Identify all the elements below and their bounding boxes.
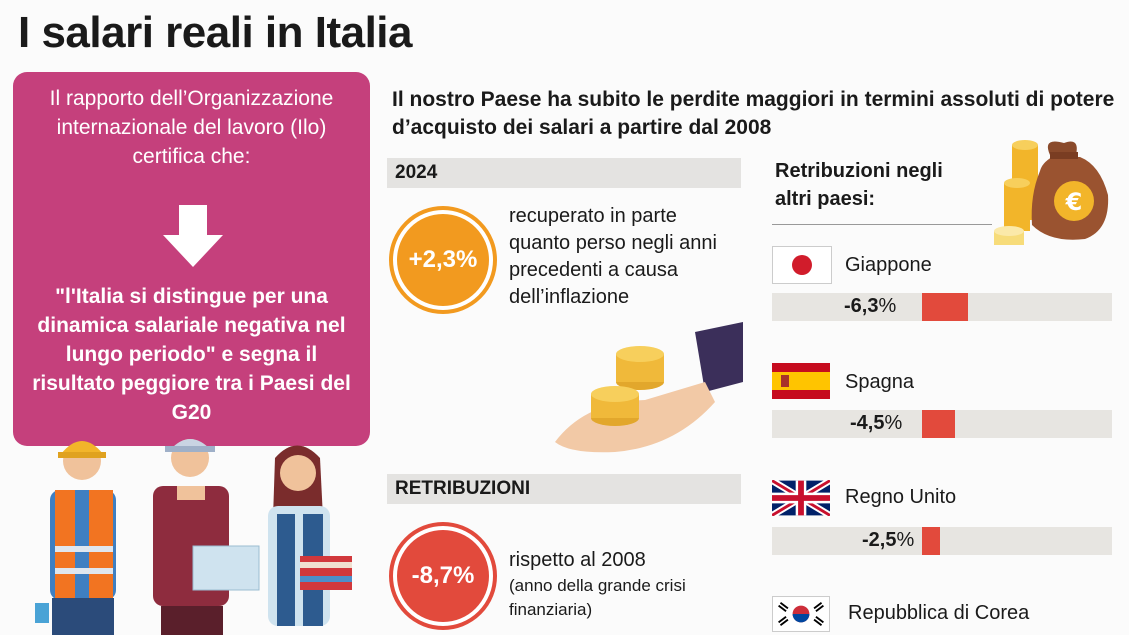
divider bbox=[772, 224, 992, 225]
japan-flag-icon bbox=[772, 246, 832, 284]
country-value: -2,5% bbox=[862, 529, 915, 551]
description-retribuzioni-main: rispetto al 2008 bbox=[509, 549, 646, 571]
spain-flag-icon bbox=[772, 363, 830, 399]
description-retribuzioni: rispetto al 2008 (anno della grande cris… bbox=[509, 547, 739, 622]
svg-text:€: € bbox=[1065, 188, 1083, 216]
value-bar-row: -6,3% bbox=[772, 293, 1112, 321]
other-countries-title: Retribuzioni negli altri paesi: bbox=[775, 160, 943, 210]
country-name: Spagna bbox=[845, 371, 914, 393]
uk-flag-icon bbox=[772, 480, 830, 516]
country-value: -4,5% bbox=[850, 412, 903, 434]
money-bag-icon: € bbox=[994, 140, 1109, 245]
country-name: Giappone bbox=[845, 254, 932, 276]
label-retribuzioni: RETRIBUZIONI bbox=[387, 474, 741, 504]
value-bar bbox=[922, 410, 955, 438]
ilo-quote-text: "l'Italia si distingue per una dinamica … bbox=[32, 285, 351, 424]
ilo-intro-text: Il rapporto dell’Organizzazione internaz… bbox=[49, 87, 334, 168]
ilo-report-box: Il rapporto dell’Organizzazione internaz… bbox=[13, 72, 370, 446]
workers-illustration bbox=[35, 439, 352, 635]
country-name: Regno Unito bbox=[845, 486, 957, 508]
value-2024: +2,3% bbox=[397, 214, 489, 306]
country-name: Repubblica di Corea bbox=[848, 602, 1030, 624]
value-bar-row: -2,5% bbox=[772, 527, 1112, 555]
value-bar bbox=[922, 527, 940, 555]
value-bar bbox=[922, 293, 968, 321]
label-2024: 2024 bbox=[387, 158, 741, 188]
korea-flag-icon bbox=[772, 596, 830, 632]
description-retribuzioni-note: (anno della grande crisi finanziaria) bbox=[509, 576, 686, 619]
value-retribuzioni-circle: -8,7% bbox=[389, 522, 497, 630]
value-retribuzioni: -8,7% bbox=[397, 530, 489, 622]
value-2024-circle: +2,3% bbox=[389, 206, 497, 314]
value-bar-row: -4,5% bbox=[772, 410, 1112, 438]
page-title: I salari reali in Italia bbox=[18, 8, 413, 57]
down-arrow-icon bbox=[163, 205, 223, 267]
coins-hand-icon bbox=[555, 322, 743, 453]
headline: Il nostro Paese ha subito le perdite mag… bbox=[392, 88, 1115, 139]
country-value: -6,3% bbox=[844, 295, 897, 317]
description-2024: recuperato in parte quanto perso negli a… bbox=[509, 205, 717, 308]
